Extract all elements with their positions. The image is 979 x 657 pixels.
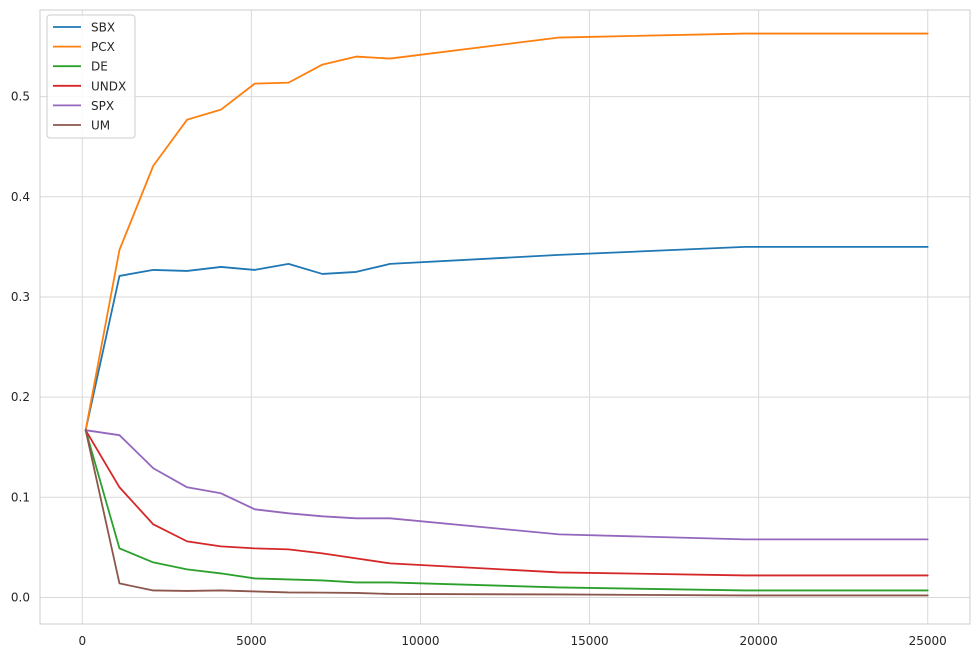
x-tick-label: 5000	[236, 634, 267, 648]
legend-label-undx: UNDX	[91, 79, 126, 93]
y-tick-label: 0.2	[11, 390, 30, 404]
series-line-pcx	[84, 32, 929, 432]
legend-label-sbx: SBX	[91, 21, 115, 35]
plot-frame	[39, 9, 971, 625]
series-line-um	[84, 429, 929, 597]
y-tick-label: 0.3	[11, 290, 30, 304]
y-tick-label: 0.4	[11, 190, 30, 204]
grid-lines	[40, 10, 970, 624]
legend: SBX PCX DE UNDX SPX UM	[46, 14, 136, 139]
series-line-spx	[84, 429, 929, 541]
y-tick-label: 0.0	[11, 590, 30, 604]
x-tick-label: 20000	[740, 634, 778, 648]
series-line-sbx	[84, 245, 929, 432]
legend-label-de: DE	[91, 60, 108, 74]
plot-background	[40, 10, 970, 624]
y-axis-tick-labels: 0.0 0.1 0.2 0.3 0.4 0.5	[11, 90, 30, 605]
x-axis-tick-labels: 0 5000 10000 15000 20000 25000	[78, 634, 946, 648]
series-line-de	[84, 429, 929, 592]
x-tick-label: 0	[78, 634, 86, 648]
x-tick-label: 10000	[401, 634, 439, 648]
y-tick-label: 0.1	[11, 490, 30, 504]
x-tick-label: 15000	[570, 634, 608, 648]
legend-label-pcx: PCX	[91, 40, 115, 54]
series-layer	[84, 32, 929, 597]
series-line-undx	[84, 429, 929, 577]
legend-label-um: UM	[91, 119, 110, 133]
x-tick-label: 25000	[909, 634, 947, 648]
y-tick-label: 0.5	[11, 90, 30, 104]
legend-label-spx: SPX	[91, 99, 114, 113]
